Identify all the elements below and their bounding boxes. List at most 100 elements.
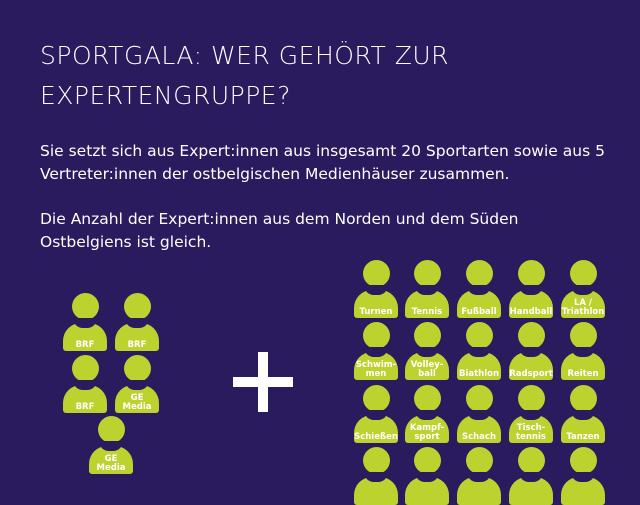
person-icon: Biathlon	[457, 322, 501, 380]
person-head	[123, 293, 151, 320]
person-body	[354, 472, 398, 505]
person-label: Volley- ball	[410, 360, 444, 379]
person-icon: Handball	[509, 260, 553, 318]
person-body: Biathlon	[457, 347, 501, 380]
person-body: Tisch- tennis	[509, 410, 553, 443]
person-label: Schwim- men	[355, 360, 397, 379]
person-body: GE Media	[89, 441, 133, 474]
page-title: SPORTGALA: WER GEHÖRT ZUR EXPERTENGRUPPE…	[40, 36, 449, 116]
person-head	[517, 322, 545, 349]
person-icon: BRF	[63, 293, 107, 351]
person-head	[517, 447, 545, 474]
person-head	[362, 322, 390, 349]
person-head	[362, 385, 390, 412]
person-icon: Fußball	[457, 260, 501, 318]
person-head	[71, 293, 99, 320]
person-label: Tennis	[411, 307, 443, 317]
person-body	[509, 472, 553, 505]
person-body: Schießen	[354, 410, 398, 443]
text-line: Ostbelgiens ist gleich.	[40, 233, 212, 251]
person-icon: Turnen	[354, 260, 398, 318]
person-body: Radsport	[509, 347, 553, 380]
person-label: Kampf- sport	[409, 423, 445, 442]
person-label: Fußball	[461, 307, 497, 317]
person-head	[569, 447, 597, 474]
person-icon	[509, 447, 553, 505]
person-icon: GE Media	[115, 355, 159, 413]
person-label: Schießen	[354, 432, 398, 442]
intro-paragraph: Sie setzt sich aus Expert:innen aus insg…	[40, 140, 630, 186]
text-line: Sie setzt sich aus Expert:innen aus insg…	[40, 142, 605, 160]
person-icon: GE Media	[89, 416, 133, 474]
person-head	[71, 355, 99, 382]
person-label: BRF	[127, 340, 147, 350]
person-body	[457, 472, 501, 505]
person-label: BRF	[75, 340, 95, 350]
person-label: BRF	[75, 402, 95, 412]
title-line: SPORTGALA: WER GEHÖRT ZUR	[40, 41, 449, 70]
title-line: EXPERTENGRUPPE?	[40, 81, 291, 110]
person-body: Handball	[509, 285, 553, 318]
person-icon: Schwim- men	[354, 322, 398, 380]
person-body: LA / Triathlon	[561, 285, 605, 318]
person-head	[123, 355, 151, 382]
person-head	[362, 260, 390, 287]
person-body: BRF	[115, 318, 159, 351]
person-icon: Tanzen	[561, 385, 605, 443]
person-body: BRF	[63, 318, 107, 351]
person-head	[569, 322, 597, 349]
person-icon: Tennis	[405, 260, 449, 318]
person-body	[405, 472, 449, 505]
person-label: Biathlon	[458, 369, 500, 379]
person-icon	[405, 447, 449, 505]
person-label: Reiten	[567, 369, 599, 379]
person-icon: Tisch- tennis	[509, 385, 553, 443]
person-head	[362, 447, 390, 474]
person-body: Tanzen	[561, 410, 605, 443]
person-head	[413, 447, 441, 474]
person-body: BRF	[63, 380, 107, 413]
person-icon	[561, 447, 605, 505]
person-icon: Radsport	[509, 322, 553, 380]
person-label: Schach	[461, 432, 497, 442]
person-head	[465, 260, 493, 287]
person-label: GE Media	[122, 393, 152, 412]
person-icon: Schach	[457, 385, 501, 443]
person-label: Turnen	[359, 307, 393, 317]
person-icon: Volley- ball	[405, 322, 449, 380]
person-label: Handball	[509, 307, 553, 317]
person-body: Turnen	[354, 285, 398, 318]
person-icon: Schießen	[354, 385, 398, 443]
person-head	[465, 385, 493, 412]
text-line: Die Anzahl der Expert:innen aus dem Nord…	[40, 210, 519, 228]
person-head	[517, 260, 545, 287]
person-head	[569, 260, 597, 287]
text-line: Vertreter:innen der ostbelgischen Medien…	[40, 165, 510, 183]
person-head	[517, 385, 545, 412]
person-icon: Reiten	[561, 322, 605, 380]
person-head	[413, 260, 441, 287]
person-label: Radsport	[509, 369, 553, 379]
person-head	[569, 385, 597, 412]
person-body: Fußball	[457, 285, 501, 318]
equality-paragraph: Die Anzahl der Expert:innen aus dem Nord…	[40, 208, 630, 254]
person-label: Tanzen	[566, 432, 600, 442]
person-body: Schwim- men	[354, 347, 398, 380]
person-body	[561, 472, 605, 505]
person-icon: BRF	[63, 355, 107, 413]
person-body: Reiten	[561, 347, 605, 380]
person-icon	[457, 447, 501, 505]
person-head	[413, 322, 441, 349]
person-body: Schach	[457, 410, 501, 443]
person-body: GE Media	[115, 380, 159, 413]
person-head	[465, 322, 493, 349]
person-icon	[354, 447, 398, 505]
person-body: Kampf- sport	[405, 410, 449, 443]
person-head	[413, 385, 441, 412]
person-icon: LA / Triathlon	[561, 260, 605, 318]
person-icon: Kampf- sport	[405, 385, 449, 443]
plus-icon	[233, 352, 293, 412]
person-head	[465, 447, 493, 474]
person-label: Tisch- tennis	[516, 423, 546, 442]
person-body: Tennis	[405, 285, 449, 318]
